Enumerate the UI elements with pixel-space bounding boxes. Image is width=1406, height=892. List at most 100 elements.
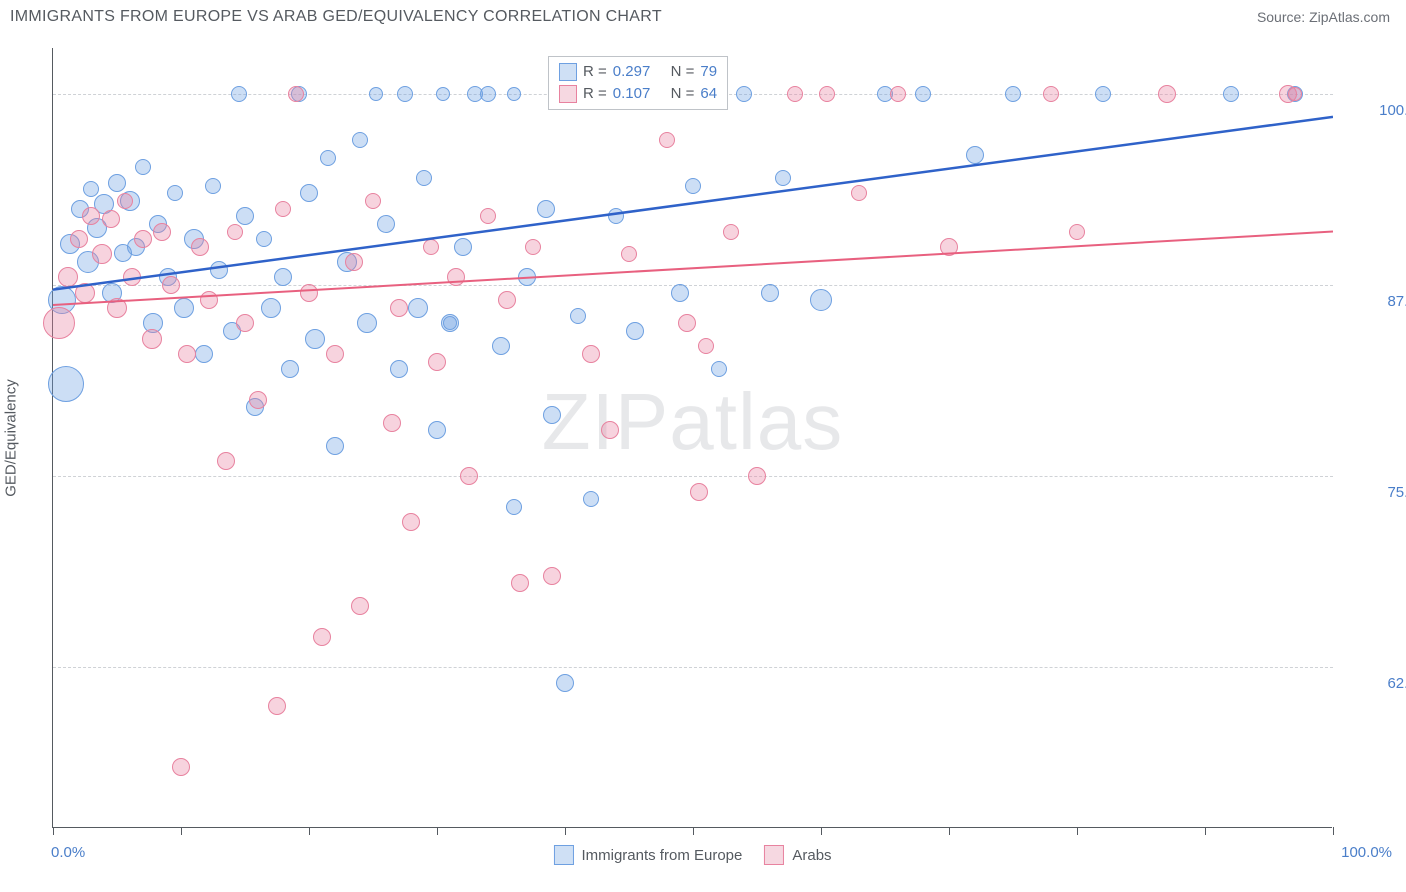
- scatter-point: [352, 132, 368, 148]
- legend-label-europe: Immigrants from Europe: [581, 847, 742, 864]
- y-tick-label: 75.0%: [1340, 484, 1406, 501]
- scatter-point: [281, 360, 299, 378]
- scatter-point: [326, 437, 344, 455]
- x-tick: [693, 827, 694, 835]
- legend-stats-row-1: R = 0.297 N = 79: [559, 61, 717, 83]
- scatter-point: [275, 201, 291, 217]
- y-axis-title: GED/Equivalency: [3, 379, 20, 497]
- scatter-point: [454, 238, 472, 256]
- n-label: N =: [671, 61, 695, 83]
- scatter-point: [506, 499, 522, 515]
- scatter-point: [723, 224, 739, 240]
- scatter-point: [75, 283, 95, 303]
- chart-source: Source: ZipAtlas.com: [1257, 9, 1390, 25]
- scatter-point: [383, 414, 401, 432]
- scatter-point: [671, 284, 689, 302]
- scatter-point: [300, 184, 318, 202]
- trend-line: [53, 117, 1333, 290]
- scatter-point: [659, 132, 675, 148]
- scatter-point: [966, 146, 984, 164]
- trend-lines: [53, 48, 1333, 828]
- scatter-point: [1288, 87, 1302, 101]
- x-tick: [1077, 827, 1078, 835]
- scatter-point: [915, 86, 931, 102]
- scatter-point: [92, 244, 112, 264]
- scatter-point: [217, 452, 235, 470]
- scatter-point: [134, 230, 152, 248]
- scatter-point: [698, 338, 714, 354]
- scatter-point: [256, 231, 272, 247]
- scatter-point: [736, 86, 752, 102]
- scatter-point: [172, 758, 190, 776]
- scatter-point: [423, 239, 439, 255]
- scatter-point: [365, 193, 381, 209]
- r-label: R =: [583, 61, 607, 83]
- scatter-point: [685, 178, 701, 194]
- scatter-point: [402, 513, 420, 531]
- x-tick: [949, 827, 950, 835]
- scatter-point: [601, 421, 619, 439]
- scatter-point: [351, 597, 369, 615]
- chart-header: IMMIGRANTS FROM EUROPE VS ARAB GED/EQUIV…: [0, 0, 1406, 34]
- scatter-point: [58, 267, 78, 287]
- scatter-point: [390, 360, 408, 378]
- scatter-point: [102, 210, 120, 228]
- scatter-point: [107, 298, 127, 318]
- y-tick-label: 87.5%: [1340, 293, 1406, 310]
- scatter-point: [82, 207, 100, 225]
- legend-stats-row-2: R = 0.107 N = 64: [559, 83, 717, 105]
- scatter-point: [227, 224, 243, 240]
- scatter-point: [142, 329, 162, 349]
- gridline: [53, 476, 1333, 477]
- scatter-point: [1043, 86, 1059, 102]
- scatter-point: [890, 86, 906, 102]
- scatter-point: [428, 353, 446, 371]
- x-tick: [565, 827, 566, 835]
- scatter-point: [195, 345, 213, 363]
- legend-series: Immigrants from Europe Arabs: [553, 845, 831, 865]
- watermark-atlas: atlas: [669, 377, 843, 466]
- x-tick: [437, 827, 438, 835]
- scatter-point: [162, 276, 180, 294]
- scatter-point: [174, 298, 194, 318]
- legend-label-arabs: Arabs: [792, 847, 831, 864]
- r-value-arabs: 0.107: [613, 83, 651, 105]
- scatter-point: [167, 185, 183, 201]
- scatter-point: [305, 329, 325, 349]
- scatter-point: [70, 230, 88, 248]
- chart-container: GED/Equivalency 62.5%75.0%87.5%100.0% ZI…: [52, 48, 1396, 828]
- scatter-point: [274, 268, 292, 286]
- scatter-point: [369, 87, 383, 101]
- scatter-point: [117, 193, 133, 209]
- scatter-point: [357, 313, 377, 333]
- gridline: [53, 667, 1333, 668]
- scatter-point: [460, 467, 478, 485]
- scatter-point: [43, 307, 75, 339]
- scatter-point: [511, 574, 529, 592]
- scatter-point: [135, 159, 151, 175]
- r-value-europe: 0.297: [613, 61, 651, 83]
- x-tick: [1205, 827, 1206, 835]
- scatter-point: [428, 421, 446, 439]
- scatter-point: [621, 246, 637, 262]
- n-value-europe: 79: [700, 61, 717, 83]
- scatter-point: [416, 170, 432, 186]
- scatter-point: [48, 366, 84, 402]
- x-tick: [53, 827, 54, 835]
- scatter-point: [345, 253, 363, 271]
- scatter-point: [608, 208, 624, 224]
- watermark: ZIPatlas: [542, 376, 843, 468]
- scatter-point: [447, 268, 465, 286]
- trend-line: [53, 232, 1333, 305]
- chart-title: IMMIGRANTS FROM EUROPE VS ARAB GED/EQUIV…: [10, 8, 662, 26]
- scatter-point: [525, 239, 541, 255]
- gridline: [53, 285, 1333, 286]
- scatter-point: [537, 200, 555, 218]
- scatter-point: [690, 483, 708, 501]
- scatter-point: [1223, 86, 1239, 102]
- x-axis-min-label: 0.0%: [51, 844, 85, 861]
- scatter-point: [268, 697, 286, 715]
- scatter-point: [261, 298, 281, 318]
- scatter-point: [761, 284, 779, 302]
- scatter-point: [408, 298, 428, 318]
